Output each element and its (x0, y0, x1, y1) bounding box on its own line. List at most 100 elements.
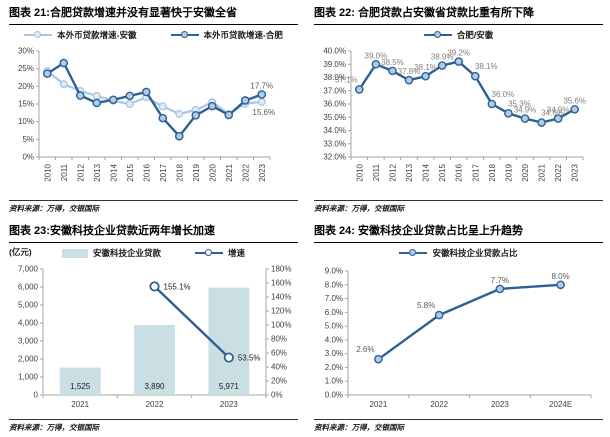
y-tick-label: 4,000 (18, 319, 39, 328)
data-point-marker (224, 110, 234, 120)
legend-marker-dot (180, 31, 188, 39)
x-tick-label: 2012 (76, 163, 85, 181)
right-y-tick-label: 20% (271, 377, 287, 386)
data-label: 37.8% (398, 67, 421, 76)
x-tick-label: 2012 (388, 163, 397, 181)
data-label: 38.9% (431, 53, 454, 62)
chart-canvas-fig23: 0 1,000 2,000 3,000 4,000 5,000 6,000 7,000 0% 20… (18, 265, 292, 410)
y-tick-label: 1,000 (18, 373, 39, 382)
y-tick-label: 32.0% (323, 153, 346, 162)
x-tick-label: 2021 (538, 163, 547, 181)
legend-fig24: 安徽科技企业贷款占比 (314, 245, 603, 261)
data-point-marker (59, 80, 68, 89)
legend-label: 本外币贷款增速-合肥 (203, 30, 283, 40)
y-tick-label: 1.0% (325, 377, 343, 386)
x-tick-label: 2020 (521, 163, 530, 181)
data-point-marker (434, 310, 444, 320)
y-tick-label: 2,000 (18, 355, 39, 364)
data-point-marker (520, 114, 530, 123)
data-label: 8.0% (552, 272, 570, 281)
data-label: 39.2% (447, 49, 470, 58)
y-tick-label: 15% (18, 100, 34, 109)
x-tick-label: 2013 (93, 163, 102, 181)
chart-title-fig22: 图表 22: 合肥贷款占安徽省贷款比重有所下降 (314, 6, 603, 25)
bar (59, 367, 101, 395)
x-tick-label: 2011 (372, 163, 381, 181)
chart-title-fig23: 图表 23:安徽科技企业贷款近两年增长加速 (9, 224, 298, 243)
data-label: 7.7% (491, 276, 509, 285)
data-point-marker (257, 97, 266, 106)
data-point-marker (487, 99, 497, 109)
data-label: 34.6% (541, 109, 564, 118)
y-tick-label: 34.0% (323, 126, 346, 135)
right-y-tick-label: 60% (271, 349, 287, 358)
data-point-marker (537, 118, 546, 127)
legend-label: 本外币贷款增速-安徽 (57, 30, 137, 40)
legend-label: 安徽科技企业贷款占比 (432, 248, 518, 258)
x-tick-label: 2016 (455, 163, 464, 181)
data-label: 37.1% (335, 75, 358, 84)
y-tick-label: 6,000 (18, 283, 39, 292)
legend-item: 安徽科技企业贷款 (61, 247, 161, 259)
x-tick-label: 2023 (258, 163, 267, 181)
series-line (377, 283, 561, 361)
data-label: 38.1% (475, 62, 498, 71)
y-tick-label: 6.0% (325, 308, 343, 317)
y-tick-label: 8.0% (325, 280, 343, 289)
legend-swatch-line (423, 31, 452, 39)
x-tick-label: 2019 (504, 163, 513, 181)
chart-panel-fig23: 图表 23:安徽科技企业贷款近两年增长加速 (亿元) 安徽科技企业贷款 增速 0 1… (0, 218, 305, 437)
axis-unit-label: (亿元) (9, 247, 32, 257)
data-label: 36.0% (492, 90, 515, 99)
x-tick-label: 2022 (430, 400, 448, 409)
legend-item: 安徽科技企业贷款占比 (399, 247, 518, 259)
data-label: 3,890 (144, 382, 165, 391)
x-tick-label: 2022 (241, 163, 250, 181)
x-tick-label: 2023 (220, 400, 238, 409)
y-tick-label: 40.0% (323, 47, 346, 56)
data-point-marker (108, 95, 118, 105)
data-label: 2.6% (356, 345, 374, 354)
source-note-fig21: 资料来源：万得，交银国际 (9, 200, 298, 214)
x-tick-label: 2019 (192, 163, 201, 181)
data-label: 5.8% (417, 301, 435, 310)
chart-title-fig24: 图表 24: 安徽科技企业贷款占比呈上升趋势 (314, 224, 603, 243)
legend-marker-dot (205, 249, 212, 257)
data-label: 38.1% (414, 63, 437, 72)
x-tick-label: 2017 (471, 163, 480, 181)
y-tick-label: 3.0% (325, 349, 343, 358)
data-label: 34.9% (514, 106, 537, 115)
data-point-marker (354, 85, 364, 94)
y-tick-label: 7,000 (18, 265, 39, 274)
legend-swatch-line (24, 31, 53, 39)
data-label: 38.5% (381, 58, 404, 67)
chart-panel-fig22: 图表 22: 合肥贷款占安徽省贷款比重有所下降 合肥/安徽 32.0% 33.0%… (305, 0, 610, 218)
y-tick-label: 33.0% (323, 139, 346, 148)
data-point-marker (570, 105, 580, 114)
y-tick-label: 36.0% (323, 100, 346, 109)
x-tick-label: 2017 (159, 163, 168, 181)
legend-fig22: 合肥/安徽 (314, 27, 603, 43)
legend-fig23: (亿元) 安徽科技企业贷款 增速 (9, 245, 298, 261)
x-tick-label: 2014 (422, 163, 431, 181)
y-tick-label: 39.0% (323, 60, 346, 69)
x-tick-label: 2013 (405, 163, 414, 181)
y-tick-label: 3,000 (18, 337, 39, 346)
data-label: 155.1% (164, 282, 191, 291)
legend-item: 增速 (195, 247, 245, 259)
x-tick-label: 2016 (142, 163, 151, 181)
data-point-marker (240, 96, 250, 105)
data-point-marker (92, 98, 102, 108)
source-note-fig23: 资料来源：万得，交银国际 (9, 419, 298, 433)
x-tick-label: 2010 (355, 163, 364, 181)
data-point-marker (141, 87, 151, 97)
legend-item: 本外币贷款增速-合肥 (170, 29, 283, 41)
y-tick-label: 4.0% (325, 335, 343, 344)
x-tick-label: 2022 (554, 163, 563, 181)
data-point-marker (504, 108, 513, 118)
x-tick-label: 2018 (175, 163, 184, 181)
y-tick-label: 10% (18, 117, 34, 126)
right-y-tick-label: 120% (271, 307, 291, 316)
source-note-fig22: 资料来源：万得，交银国际 (314, 200, 603, 214)
data-label: 35.3% (508, 99, 531, 108)
